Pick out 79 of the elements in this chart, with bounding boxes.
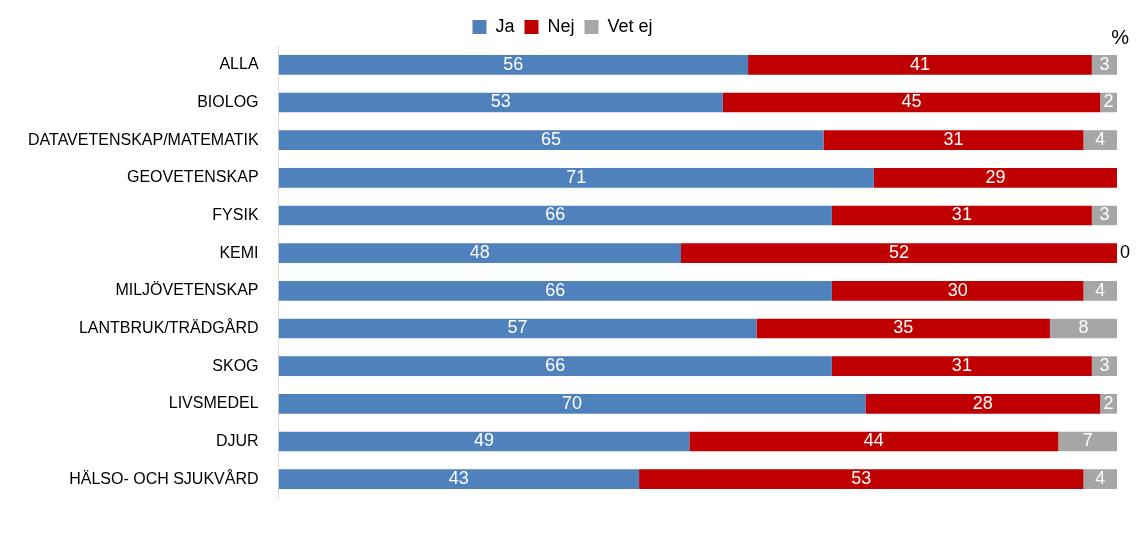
data-label: 56 — [503, 53, 524, 74]
y-tick-label: GEOVETENSKAP — [126, 168, 259, 186]
bar — [278, 318, 757, 339]
legend-label: Vet ej — [607, 15, 653, 36]
data-label: 31 — [943, 129, 964, 150]
y-tick-label: LANTBRUK/TRÄDGÅRD — [78, 317, 259, 336]
y-tick-label: DJUR — [215, 431, 259, 449]
data-label: 0 — [1120, 242, 1131, 263]
bar — [756, 318, 1050, 339]
bar — [278, 431, 690, 452]
data-label: 57 — [507, 317, 528, 338]
bar — [278, 167, 874, 188]
bar — [1083, 469, 1117, 490]
y-tick-label: HÄLSO- OCH SJUKVÅRD — [69, 468, 259, 487]
bar — [278, 92, 723, 113]
data-label: 71 — [566, 166, 587, 187]
bar — [278, 130, 824, 151]
data-label: 4 — [1095, 129, 1106, 150]
data-label: 3 — [1099, 53, 1110, 74]
bar — [278, 469, 640, 490]
data-label: 44 — [863, 430, 884, 451]
y-tick-label: LIVSMEDEL — [168, 394, 259, 412]
bar — [865, 393, 1101, 414]
legend-label: Nej — [547, 15, 575, 36]
data-label: 8 — [1078, 317, 1089, 338]
bar — [831, 356, 1092, 377]
data-label: 52 — [888, 242, 910, 263]
data-label: 2 — [1103, 91, 1114, 112]
data-label: 31 — [951, 355, 972, 376]
data-label: 43 — [448, 468, 469, 489]
data-label: 4 — [1095, 279, 1106, 300]
data-label: 29 — [985, 166, 1006, 187]
bar — [689, 431, 1059, 452]
bar — [831, 280, 1084, 301]
x-axis-title: % — [1111, 25, 1130, 48]
data-label: 3 — [1099, 204, 1110, 225]
data-label: 7 — [1082, 430, 1093, 451]
data-label: 66 — [545, 279, 566, 300]
data-label: 49 — [473, 430, 494, 451]
bar — [639, 469, 1084, 490]
y-tick-label: MILJÖVETENSKAP — [115, 281, 259, 299]
bar — [681, 243, 1117, 264]
data-label: 28 — [972, 392, 993, 413]
bar — [278, 54, 749, 75]
y-tick-label: ALLA — [219, 55, 259, 73]
data-label: 4 — [1095, 468, 1106, 489]
bar — [1058, 431, 1117, 452]
bar — [1083, 280, 1117, 301]
data-label: 48 — [469, 242, 490, 263]
data-label: 45 — [901, 91, 922, 112]
bar — [722, 92, 1101, 113]
y-tick-label: SKOG — [212, 356, 259, 374]
bar — [278, 280, 832, 301]
y-tick-label: DATAVETENSKAP/MATEMATIK — [28, 130, 259, 148]
bar — [823, 130, 1084, 151]
bar — [831, 205, 1092, 226]
bar — [278, 205, 832, 226]
data-label: 53 — [490, 91, 511, 112]
data-label: 53 — [851, 468, 872, 489]
data-label: 66 — [545, 204, 566, 225]
data-label: 35 — [893, 317, 914, 338]
bar — [748, 54, 1092, 75]
data-label: 65 — [541, 129, 562, 150]
data-label: 3 — [1099, 355, 1110, 376]
bar — [873, 167, 1117, 188]
bar — [1083, 130, 1117, 151]
data-label: 41 — [909, 53, 930, 74]
data-label: 30 — [947, 279, 968, 300]
data-label: 70 — [561, 392, 583, 413]
bar — [278, 393, 866, 414]
y-tick-label: FYSIK — [212, 205, 259, 223]
bar — [278, 243, 681, 264]
data-label: 66 — [545, 355, 566, 376]
bar — [278, 356, 832, 377]
data-label: 2 — [1103, 392, 1114, 413]
y-tick-label: BIOLOG — [197, 92, 259, 110]
legend-label: Ja — [495, 15, 516, 36]
y-tick-label: KEMI — [219, 243, 259, 261]
data-label: 31 — [951, 204, 972, 225]
